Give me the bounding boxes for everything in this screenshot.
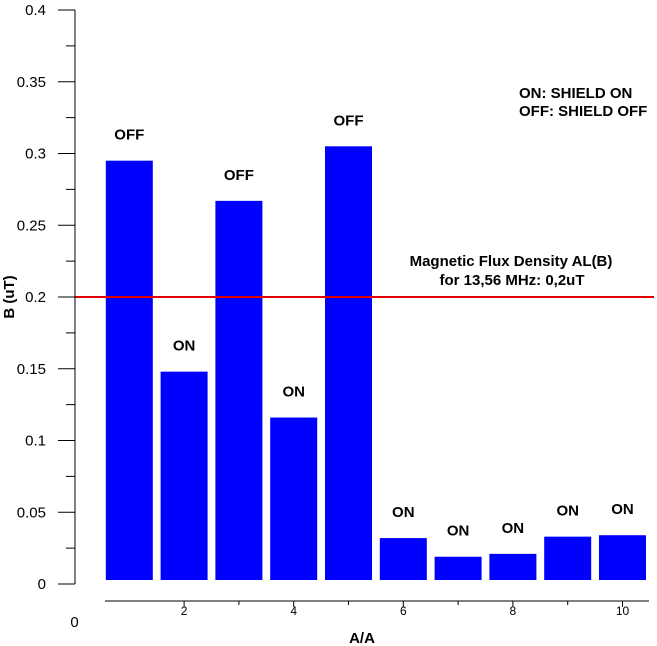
bar <box>489 553 537 580</box>
legend-note-off: OFF: SHIELD OFF <box>519 103 647 120</box>
reference-line-label-1: Magnetic Flux Density AL(B) <box>410 253 613 270</box>
bar-label: ON <box>502 520 525 537</box>
y-tick-label: 0.3 <box>25 146 46 163</box>
bar-label: OFF <box>114 127 144 144</box>
x-tick-label: 4 <box>290 604 297 618</box>
bar-label: ON <box>447 523 470 540</box>
x-tick-label: 8 <box>510 604 517 618</box>
x-axis-title: A/A <box>349 630 375 646</box>
bar <box>270 417 318 580</box>
bar-label: ON <box>392 504 415 521</box>
bar <box>325 146 372 580</box>
y-tick-label: 0.4 <box>25 2 46 19</box>
bar-label: ON <box>611 501 634 518</box>
x-tick-label: 0 <box>70 614 78 631</box>
y-tick-label: 0 <box>38 576 46 593</box>
y-tick-label: 0.15 <box>17 361 46 378</box>
x-tick-label: 6 <box>400 604 407 618</box>
bar-label: OFF <box>224 167 254 184</box>
x-tick-label: 10 <box>616 604 630 618</box>
y-tick-label: 0.25 <box>17 217 46 234</box>
bar <box>379 538 427 580</box>
bar <box>105 160 153 581</box>
bar-label: OFF <box>334 112 364 129</box>
y-tick-label: 0.05 <box>17 504 46 521</box>
y-tick-label: 0.2 <box>25 289 46 306</box>
y-tick-label: 0.35 <box>17 74 46 91</box>
y-axis-title: B (uT) <box>1 275 18 318</box>
bar <box>434 556 482 580</box>
x-tick-label: 2 <box>181 604 188 618</box>
y-ticks-group: 0 0.05 0.1 0.15 0.2 0.25 0.3 0.35 0.4 <box>17 2 75 593</box>
reference-line-label-2: for 13,56 MHz: 0,2uT <box>439 272 584 289</box>
y-tick-label: 0.1 <box>25 433 46 450</box>
bar <box>160 371 208 580</box>
bar-labels-group: OFF ON OFF ON OFF ON ON ON ON ON <box>114 112 633 539</box>
bar-label: ON <box>173 338 196 355</box>
bar <box>544 536 592 580</box>
bar <box>599 535 646 580</box>
bar <box>215 200 263 581</box>
bar-label: ON <box>556 503 579 520</box>
legend-note-on: ON: SHIELD ON <box>519 85 632 102</box>
bar-label: ON <box>282 384 305 401</box>
bars-group <box>105 146 646 581</box>
x-ticks-group: 0 2 4 6 8 10 <box>70 601 629 631</box>
